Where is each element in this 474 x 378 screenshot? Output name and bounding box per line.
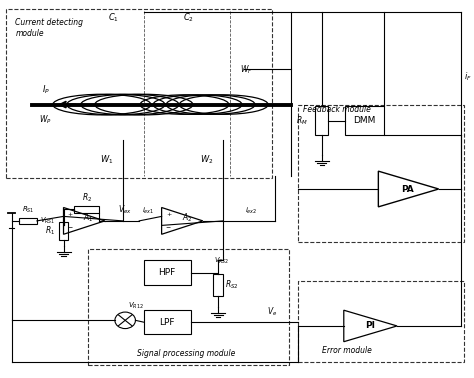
Text: $W_1$: $W_1$ <box>100 153 113 166</box>
Text: $i_{ex2}$: $i_{ex2}$ <box>245 206 257 216</box>
Bar <box>19 217 37 224</box>
Text: PI: PI <box>365 321 375 330</box>
Text: $I_P$: $I_P$ <box>42 84 50 96</box>
Text: $i_{ex1}$: $i_{ex1}$ <box>142 206 155 216</box>
Text: $i_F$: $i_F$ <box>464 70 472 83</box>
Text: $R_{S2}$: $R_{S2}$ <box>225 279 238 291</box>
Text: $R_2$: $R_2$ <box>82 192 92 204</box>
Text: HPF: HPF <box>159 268 176 277</box>
Text: +: + <box>166 212 171 217</box>
Text: $R_{S1}$: $R_{S1}$ <box>22 205 34 215</box>
Text: −: − <box>68 225 73 229</box>
Bar <box>88 249 289 366</box>
Text: $W_F$: $W_F$ <box>240 64 252 76</box>
Text: Feedback module: Feedback module <box>303 105 371 114</box>
Bar <box>345 107 384 135</box>
Text: $A_1$: $A_1$ <box>83 212 94 224</box>
Text: DMM: DMM <box>354 116 376 125</box>
Text: LPF: LPF <box>159 318 175 327</box>
Text: $R_M$: $R_M$ <box>296 115 308 127</box>
Text: −: − <box>166 225 171 229</box>
Text: $V_{ex}$: $V_{ex}$ <box>118 204 132 216</box>
Text: Current detecting
module: Current detecting module <box>15 18 83 38</box>
Text: +: + <box>68 212 73 217</box>
Text: $V_{R12}$: $V_{R12}$ <box>128 301 144 311</box>
Bar <box>74 206 100 213</box>
Text: Signal processing module: Signal processing module <box>137 349 235 358</box>
Text: $A_2$: $A_2$ <box>182 212 192 224</box>
Bar <box>298 105 464 242</box>
Text: $C_2$: $C_2$ <box>183 12 194 25</box>
Bar <box>6 9 273 178</box>
Bar <box>315 107 328 135</box>
Bar <box>59 222 68 240</box>
Text: $V_{RS2}$: $V_{RS2}$ <box>214 256 229 266</box>
Text: $C_1$: $C_1$ <box>108 12 119 25</box>
Text: Error module: Error module <box>322 346 372 355</box>
Text: $W_2$: $W_2$ <box>200 153 214 166</box>
Bar <box>144 310 191 334</box>
Text: $W_P$: $W_P$ <box>39 113 52 126</box>
Bar <box>144 260 191 285</box>
Bar <box>213 274 223 296</box>
Bar <box>298 281 464 362</box>
Text: $V_{RS1}$: $V_{RS1}$ <box>40 216 55 226</box>
Text: $R_1$: $R_1$ <box>45 224 55 237</box>
Text: PA: PA <box>401 184 414 194</box>
Text: $V_e$: $V_e$ <box>267 306 277 318</box>
